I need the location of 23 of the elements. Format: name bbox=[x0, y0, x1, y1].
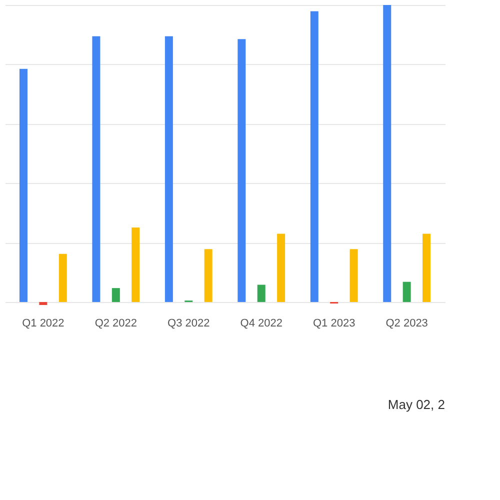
bar bbox=[277, 234, 286, 302]
bar bbox=[238, 39, 246, 302]
bar bbox=[92, 36, 100, 302]
bar bbox=[350, 249, 358, 302]
bar bbox=[164, 36, 173, 302]
bar bbox=[39, 302, 48, 305]
bar bbox=[383, 5, 392, 302]
bar bbox=[310, 11, 318, 302]
bar bbox=[112, 288, 120, 302]
x-tick-label: Q2 2022 bbox=[94, 318, 138, 330]
bar bbox=[422, 234, 431, 302]
text: May 02, 2 bbox=[388, 397, 445, 412]
bar bbox=[58, 254, 67, 302]
x-tick-label: Q4 2022 bbox=[240, 318, 282, 330]
bar bbox=[402, 282, 411, 302]
bar bbox=[132, 227, 140, 302]
x-tick-label: Q3 2022 bbox=[168, 318, 210, 330]
bar bbox=[19, 68, 28, 302]
x-tick-label: Q1 2023 bbox=[312, 318, 356, 330]
x-tick-label: Q2 2023 bbox=[386, 318, 428, 330]
bar bbox=[257, 284, 266, 302]
x-tick-label: Q1 2022 bbox=[22, 318, 64, 330]
bar bbox=[204, 249, 212, 302]
